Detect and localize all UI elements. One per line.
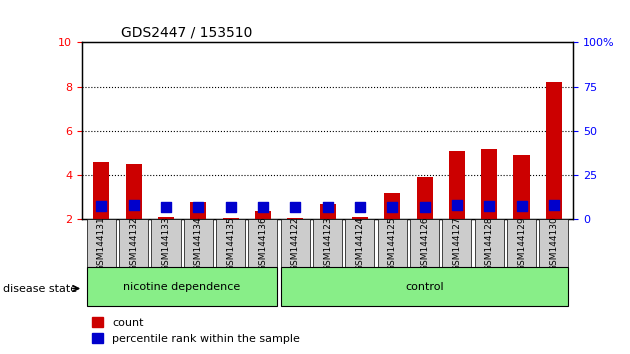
Bar — [158, 217, 174, 219]
Point — [258, 204, 268, 210]
Bar — [87, 267, 277, 306]
Text: GDS2447 / 153510: GDS2447 / 153510 — [121, 26, 253, 40]
Bar — [539, 219, 568, 267]
Bar — [190, 202, 207, 219]
Text: GSM144132: GSM144132 — [129, 216, 138, 271]
Point — [452, 202, 462, 208]
Bar — [222, 218, 239, 219]
Text: GSM144133: GSM144133 — [161, 216, 171, 271]
Legend: count, percentile rank within the sample: count, percentile rank within the sample — [88, 313, 304, 348]
Bar — [416, 177, 433, 219]
Text: nicotine dependence: nicotine dependence — [123, 282, 241, 292]
Bar — [313, 219, 342, 267]
Point — [517, 203, 527, 209]
Bar — [546, 82, 562, 219]
Point — [96, 203, 106, 209]
Point — [355, 205, 365, 210]
Bar — [255, 211, 271, 219]
Bar — [410, 219, 439, 267]
Bar — [119, 219, 148, 267]
Bar — [378, 219, 407, 267]
Bar — [151, 219, 181, 267]
Point — [549, 202, 559, 208]
Text: control: control — [405, 282, 444, 292]
Bar — [352, 217, 368, 219]
Bar — [125, 164, 142, 219]
Text: GSM144122: GSM144122 — [291, 216, 300, 270]
Bar — [345, 219, 374, 267]
Text: disease state: disease state — [3, 284, 77, 293]
Point — [387, 204, 398, 210]
Bar — [281, 267, 568, 306]
Point — [420, 204, 430, 210]
Point — [290, 205, 301, 210]
Bar — [384, 193, 400, 219]
Bar — [216, 219, 245, 267]
Text: GSM144134: GSM144134 — [194, 216, 203, 271]
Point — [129, 202, 139, 208]
Bar — [507, 219, 536, 267]
Bar — [184, 219, 213, 267]
Point — [161, 204, 171, 210]
Bar — [319, 204, 336, 219]
Point — [323, 204, 333, 210]
Text: GSM144127: GSM144127 — [452, 216, 461, 271]
Bar — [449, 151, 465, 219]
Text: GSM144124: GSM144124 — [355, 216, 364, 270]
Bar — [281, 219, 310, 267]
Bar — [87, 219, 116, 267]
Point — [226, 205, 236, 210]
Text: GSM144130: GSM144130 — [549, 216, 558, 271]
Text: GSM144135: GSM144135 — [226, 216, 235, 271]
Text: GSM144131: GSM144131 — [97, 216, 106, 271]
Text: GSM144126: GSM144126 — [420, 216, 429, 271]
Bar — [248, 219, 277, 267]
Bar — [287, 218, 304, 219]
Text: GSM144129: GSM144129 — [517, 216, 526, 271]
Point — [193, 204, 203, 210]
Point — [484, 203, 495, 209]
Bar — [474, 219, 504, 267]
Text: GSM144136: GSM144136 — [258, 216, 268, 271]
Text: GSM144125: GSM144125 — [387, 216, 397, 271]
Bar — [93, 162, 110, 219]
Text: GSM144123: GSM144123 — [323, 216, 332, 271]
Bar — [481, 149, 497, 219]
Bar — [513, 155, 530, 219]
Text: GSM144128: GSM144128 — [484, 216, 494, 271]
Bar — [442, 219, 471, 267]
